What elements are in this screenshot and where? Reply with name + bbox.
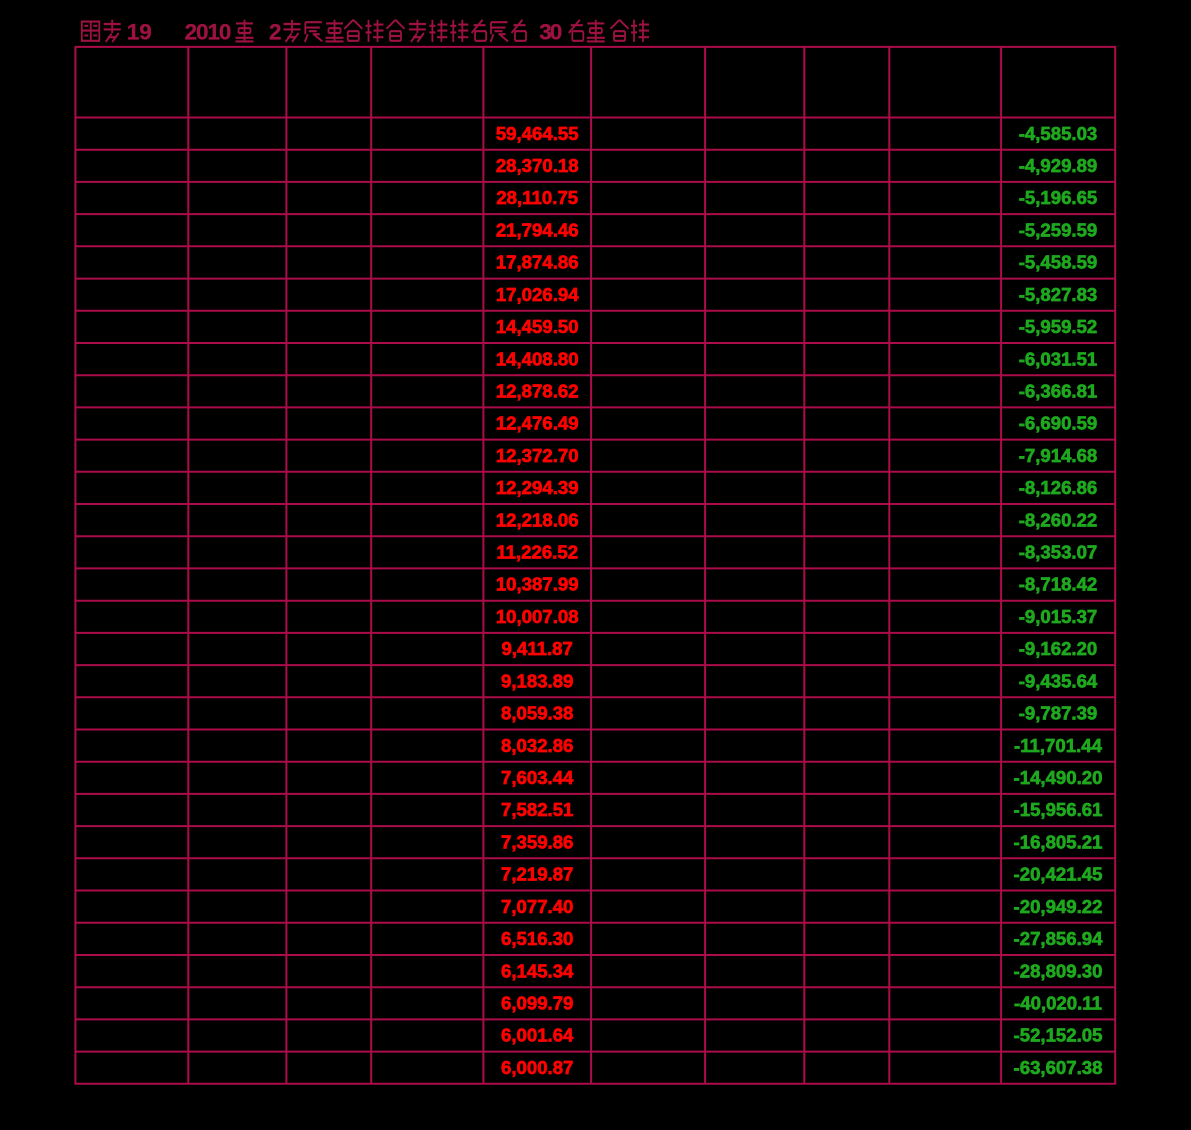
svg-text:12,218.06: 12,218.06 xyxy=(496,509,579,530)
svg-text:-27,856.94: -27,856.94 xyxy=(1014,928,1104,949)
svg-text:-8,260.22: -8,260.22 xyxy=(1019,509,1098,530)
svg-text:8,032.86: 8,032.86 xyxy=(501,735,573,756)
svg-text:-52,152.05: -52,152.05 xyxy=(1014,1025,1103,1046)
svg-text:-5,959.52: -5,959.52 xyxy=(1019,316,1098,337)
svg-text:-63,607.38: -63,607.38 xyxy=(1014,1057,1103,1078)
svg-text:-9,787.39: -9,787.39 xyxy=(1019,703,1098,724)
svg-text:59,464.55: 59,464.55 xyxy=(496,123,579,144)
svg-text:28,370.18: 28,370.18 xyxy=(496,155,579,176)
svg-text:-20,421.45: -20,421.45 xyxy=(1014,864,1103,885)
svg-text:30: 30 xyxy=(539,20,562,45)
svg-text:-8,353.07: -8,353.07 xyxy=(1019,542,1098,563)
svg-text:12,878.62: 12,878.62 xyxy=(496,381,579,402)
svg-text:-28,809.30: -28,809.30 xyxy=(1014,960,1103,981)
svg-text:17,874.86: 17,874.86 xyxy=(496,252,579,273)
svg-text:9,411.87: 9,411.87 xyxy=(502,638,573,659)
svg-text:-4,585.03: -4,585.03 xyxy=(1019,123,1098,144)
svg-text:-6,031.51: -6,031.51 xyxy=(1019,348,1098,369)
svg-text:-9,015.37: -9,015.37 xyxy=(1019,606,1098,627)
svg-text:-9,162.20: -9,162.20 xyxy=(1019,638,1098,659)
svg-text:6,516.30: 6,516.30 xyxy=(501,928,573,949)
svg-text:-7,914.68: -7,914.68 xyxy=(1019,445,1098,466)
svg-text:-11,701.44: -11,701.44 xyxy=(1014,735,1103,756)
svg-text:6,001.64: 6,001.64 xyxy=(501,1025,574,1046)
svg-text:-5,259.59: -5,259.59 xyxy=(1019,219,1098,240)
svg-text:11,226.52: 11,226.52 xyxy=(496,542,578,563)
svg-text:2010: 2010 xyxy=(185,20,232,45)
svg-text:12,476.49: 12,476.49 xyxy=(496,413,579,434)
svg-text:7,219.87: 7,219.87 xyxy=(501,864,573,885)
svg-text:-15,956.61: -15,956.61 xyxy=(1014,799,1103,820)
svg-text:-20,949.22: -20,949.22 xyxy=(1014,896,1103,917)
svg-text:-8,126.86: -8,126.86 xyxy=(1019,477,1098,498)
svg-text:-4,929.89: -4,929.89 xyxy=(1019,155,1098,176)
svg-text:10,387.99: 10,387.99 xyxy=(496,574,579,595)
svg-text:-5,196.65: -5,196.65 xyxy=(1019,187,1098,208)
svg-text:2: 2 xyxy=(269,20,282,45)
svg-text:-6,366.81: -6,366.81 xyxy=(1019,381,1098,402)
svg-text:12,372.70: 12,372.70 xyxy=(496,445,579,466)
svg-text:7,359.86: 7,359.86 xyxy=(501,831,573,852)
svg-text:28,110.75: 28,110.75 xyxy=(496,187,578,208)
svg-text:-9,435.64: -9,435.64 xyxy=(1019,670,1098,691)
svg-text:-6,690.59: -6,690.59 xyxy=(1019,413,1098,434)
svg-text:7,077.40: 7,077.40 xyxy=(501,896,573,917)
svg-text:9,183.89: 9,183.89 xyxy=(501,670,573,691)
svg-text:6,145.34: 6,145.34 xyxy=(501,960,574,981)
svg-text:17,026.94: 17,026.94 xyxy=(496,284,579,305)
svg-text:14,408.80: 14,408.80 xyxy=(496,348,579,369)
svg-text:12,294.39: 12,294.39 xyxy=(496,477,579,498)
svg-text:8,059.38: 8,059.38 xyxy=(501,703,573,724)
svg-text:21,794.46: 21,794.46 xyxy=(496,219,579,240)
svg-text:7,582.51: 7,582.51 xyxy=(501,799,573,820)
svg-text:14,459.50: 14,459.50 xyxy=(496,316,579,337)
svg-text:7,603.44: 7,603.44 xyxy=(501,767,574,788)
svg-text:-5,827.83: -5,827.83 xyxy=(1019,284,1098,305)
svg-text:-5,458.59: -5,458.59 xyxy=(1019,252,1098,273)
svg-text:-16,805.21: -16,805.21 xyxy=(1014,831,1103,852)
svg-text:6,000.87: 6,000.87 xyxy=(501,1057,573,1078)
svg-text:-40,020.11: -40,020.11 xyxy=(1014,993,1102,1014)
svg-text:6,099.79: 6,099.79 xyxy=(501,993,573,1014)
svg-text:10,007.08: 10,007.08 xyxy=(496,606,579,627)
svg-text:-14,490.20: -14,490.20 xyxy=(1014,767,1103,788)
svg-text:-8,718.42: -8,718.42 xyxy=(1019,574,1098,595)
svg-text:19: 19 xyxy=(127,20,152,45)
